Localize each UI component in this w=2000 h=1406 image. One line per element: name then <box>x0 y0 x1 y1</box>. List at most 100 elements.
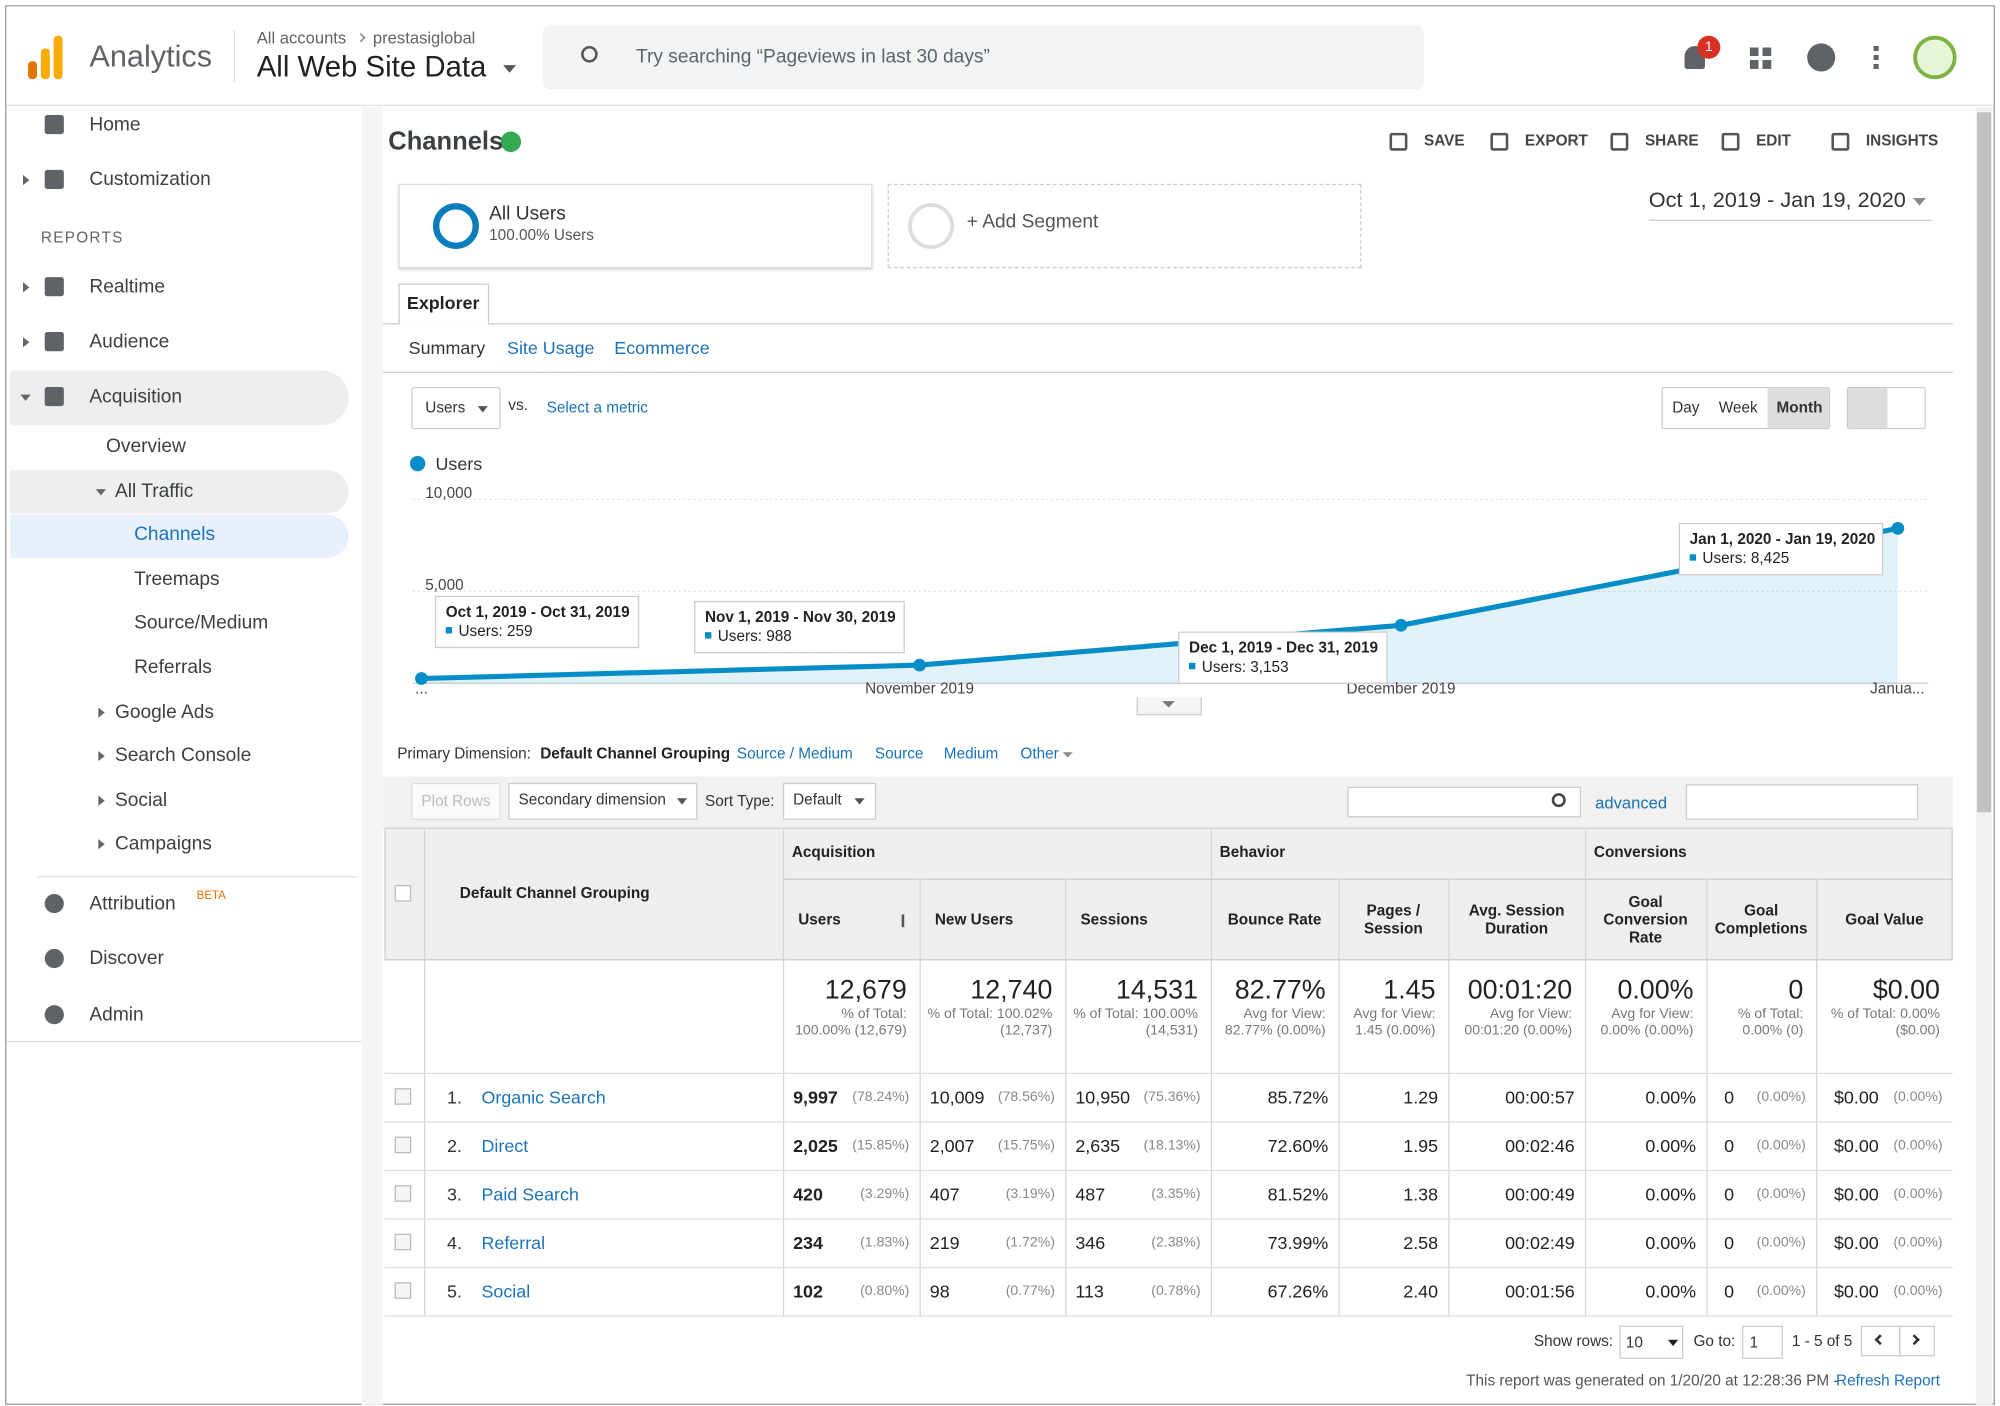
dimension-link[interactable]: Default Channel Grouping <box>540 744 731 763</box>
show-rows-select[interactable]: 10 <box>1625 1333 1643 1352</box>
row-link[interactable]: Direct <box>481 1135 529 1156</box>
nav-item[interactable]: Realtime <box>89 276 165 298</box>
nav-item[interactable]: Audience <box>89 331 170 353</box>
column-header[interactable]: Bounce Rate <box>1211 879 1339 961</box>
row-link[interactable]: Referral <box>481 1232 546 1253</box>
granularity-button[interactable]: Day <box>1672 398 1700 417</box>
segment-box[interactable] <box>398 183 873 269</box>
dropdown[interactable] <box>508 782 698 820</box>
column-header[interactable]: Sessions <box>1065 879 1211 961</box>
action-button[interactable]: EXPORT <box>1524 131 1588 150</box>
column-title[interactable]: Users <box>798 910 841 929</box>
column-title[interactable]: Goal Completions <box>1714 901 1808 938</box>
select[interactable] <box>1619 1325 1684 1359</box>
checkbox[interactable] <box>394 1233 412 1251</box>
subtab[interactable]: Summary <box>408 337 486 358</box>
row-link[interactable]: Paid Search <box>481 1183 579 1205</box>
select-metric[interactable]: Select a metric <box>546 398 648 417</box>
column-header[interactable]: Avg. Session Duration <box>1448 879 1585 961</box>
dimension-link[interactable]: Medium <box>943 744 999 763</box>
nav-item[interactable]: Google Ads <box>114 701 215 724</box>
avatar[interactable] <box>1913 35 1957 80</box>
search-placeholder[interactable]: Try searching “Pageviews in last 30 days… <box>636 46 990 69</box>
breadcrumb[interactable]: All accounts <box>256 27 347 47</box>
secondary-dimension[interactable]: Secondary dimension <box>518 790 666 809</box>
nav-item[interactable]: Treemaps <box>134 568 220 591</box>
segment-detail: 100.00% Users <box>489 226 594 245</box>
checkbox[interactable] <box>394 1088 412 1105</box>
column-header[interactable]: New Users <box>920 879 1066 961</box>
column-title[interactable]: Pages / Session <box>1363 901 1423 938</box>
scroll-thumb[interactable] <box>1977 112 1992 813</box>
column-header[interactable]: Goal Value <box>1816 879 1953 961</box>
goto-input[interactable]: 1 <box>1749 1333 1759 1352</box>
pager[interactable] <box>1860 1325 1935 1357</box>
column-header[interactable]: Goal Completions <box>1706 879 1816 961</box>
column-title[interactable]: Goal Value <box>1845 910 1924 929</box>
advanced-link[interactable]: advanced <box>1595 792 1668 812</box>
column-title[interactable]: Sessions <box>1080 910 1148 929</box>
tab-label[interactable]: Explorer <box>406 292 480 313</box>
nav-item[interactable]: Customization <box>89 168 211 191</box>
nav-item[interactable]: Home <box>89 113 141 136</box>
breadcrumb[interactable]: prestasiglobal <box>372 27 476 47</box>
checkbox[interactable] <box>394 1282 412 1299</box>
metric-dropdown-label[interactable]: Users <box>425 398 466 417</box>
column-title[interactable]: Bounce Rate <box>1227 910 1322 929</box>
add-segment[interactable]: + Add Segment <box>966 211 1099 233</box>
row-link[interactable]: Organic Search <box>481 1086 606 1108</box>
dimension-link[interactable]: Other <box>1020 744 1059 763</box>
action-button[interactable]: EDIT <box>1756 131 1791 150</box>
table-search[interactable] <box>1347 786 1582 818</box>
tooltip-swatch <box>1189 662 1196 670</box>
nav-item[interactable]: Attribution <box>89 893 176 915</box>
apps-icon[interactable] <box>1749 47 1772 69</box>
granularity-button[interactable]: Month <box>1776 398 1823 417</box>
nav-item[interactable]: Admin <box>89 1004 144 1026</box>
metric-dropdown[interactable] <box>411 386 501 430</box>
column-header[interactable]: Goal Conversion Rate <box>1585 879 1706 961</box>
column-header[interactable]: Pages / Session <box>1338 879 1448 961</box>
more-icon[interactable] <box>1873 45 1879 69</box>
view-selector[interactable]: All Web Site Data <box>256 49 487 84</box>
nav-item[interactable]: All Traffic <box>114 480 194 503</box>
row-link[interactable]: Social <box>481 1280 531 1302</box>
date-range[interactable]: Oct 1, 2019 - Jan 19, 2020 <box>1648 187 1906 212</box>
checkbox[interactable] <box>394 1185 412 1202</box>
action-button[interactable]: SAVE <box>1424 131 1465 150</box>
nav-item[interactable]: Overview <box>106 435 186 458</box>
nav-item[interactable]: Referrals <box>134 656 212 679</box>
subtab[interactable]: Site Usage <box>507 337 595 358</box>
refresh-link[interactable]: Refresh Report <box>1836 1371 1940 1390</box>
action-button[interactable]: INSIGHTS <box>1865 131 1939 150</box>
sort-dropdown[interactable]: Default <box>793 790 842 809</box>
help-icon[interactable] <box>1807 43 1836 72</box>
nav-item[interactable]: Discover <box>89 947 164 970</box>
column-header[interactable]: Users <box>783 879 920 961</box>
tab[interactable] <box>398 283 490 325</box>
input[interactable] <box>1742 1325 1783 1359</box>
nav-item[interactable]: Social <box>114 789 168 812</box>
nav-item[interactable]: Channels <box>134 523 216 546</box>
verified-icon <box>500 131 522 152</box>
total-detail: % of Total: 100.00% (12,679) <box>795 1006 907 1039</box>
checkbox[interactable] <box>394 1136 412 1154</box>
nav-item[interactable]: Search Console <box>114 744 252 767</box>
search-box[interactable] <box>542 25 1425 90</box>
nav-item[interactable]: Campaigns <box>114 833 212 855</box>
dimension-link[interactable]: Source <box>874 744 924 763</box>
action-button[interactable]: SHARE <box>1644 131 1699 150</box>
dimension-link[interactable]: Source / Medium <box>736 744 853 763</box>
column-title[interactable]: Avg. Session Duration <box>1468 901 1565 938</box>
nav-item[interactable]: Source/Medium <box>134 612 269 634</box>
cell-percent: (75.36%) <box>1143 1089 1201 1105</box>
view-buttons[interactable] <box>1685 784 1919 820</box>
column-title[interactable]: Goal Conversion Rate <box>1603 892 1688 947</box>
chart-type-buttons[interactable] <box>1846 386 1926 430</box>
nav-item[interactable]: Acquisition <box>89 386 183 408</box>
column-title[interactable]: New Users <box>934 910 1014 929</box>
subtab[interactable]: Ecommerce <box>614 337 710 358</box>
granularity-button[interactable]: Week <box>1718 398 1758 417</box>
add-segment-box[interactable] <box>887 183 1362 269</box>
segment-name[interactable]: All Users <box>489 203 566 226</box>
